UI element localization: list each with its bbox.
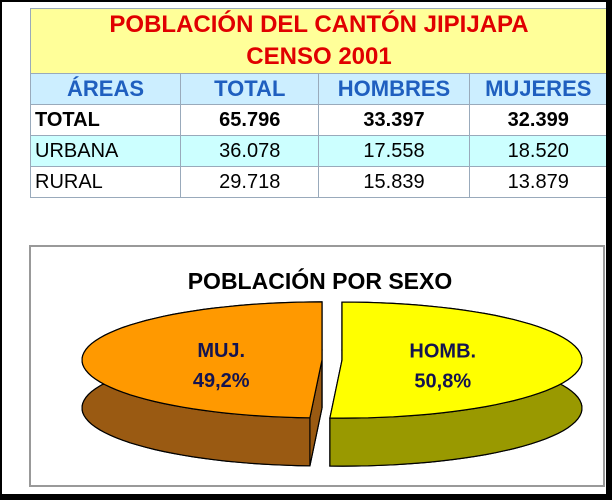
table-cell: 65.796: [180, 104, 320, 136]
slice-label: HOMB.: [409, 340, 476, 362]
table-cell: 33.397: [318, 104, 470, 136]
table-row: URBANA 36.078 17.558 18.520: [29, 135, 606, 167]
slice-value-label: 49,2%: [193, 370, 250, 392]
slice-label: MUJ.: [197, 340, 245, 362]
table-cell: 36.078: [180, 135, 320, 167]
pie-slice: [329, 301, 583, 467]
header-cell: HOMBRES: [318, 73, 470, 105]
header-cell: MUJERES: [468, 73, 606, 105]
chart-title: POBLACIÓN POR SEXO: [188, 267, 453, 294]
table-cell: 13.879: [468, 166, 606, 198]
table-title: POBLACIÓN DEL CANTÓN JIPIJAPA: [30, 8, 606, 41]
table-cell: RURAL: [29, 166, 182, 198]
table-cell: 29.718: [180, 166, 320, 198]
slice-value-label: 50,8%: [414, 370, 471, 392]
header-cell: TOTAL: [180, 73, 320, 105]
pie-slice: [81, 301, 323, 467]
table-row: TOTAL 65.796 33.397 32.399: [29, 104, 606, 136]
table-cell: 18.520: [468, 135, 606, 167]
population-table: POBLACIÓN DEL CANTÓN JIPIJAPA CENSO 2001…: [29, 8, 606, 198]
table-cell: TOTAL: [29, 104, 182, 136]
table-cell: 17.558: [318, 135, 470, 167]
table-row: RURAL 29.718 15.839 13.879: [29, 166, 606, 198]
table-cell: 32.399: [468, 104, 606, 136]
slice-top: [81, 301, 323, 419]
table-title: CENSO 2001: [30, 41, 606, 74]
table-cell: 15.839: [318, 166, 470, 198]
chart: POBLACIÓN POR SEXO HOMB. 50,8% MUJ. 49,2%: [29, 245, 605, 487]
slice-top: [329, 301, 583, 419]
